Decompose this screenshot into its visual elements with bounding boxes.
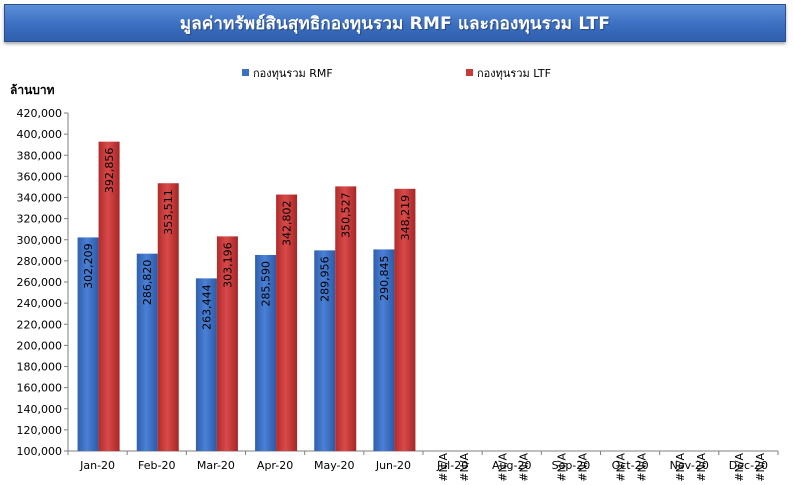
legend: กองทุนรวม RMF กองทุนรวม LTF: [242, 67, 551, 80]
data-label: 350,527: [340, 192, 353, 238]
bar-rmf: [314, 250, 336, 451]
y-tick-label: 300,000: [17, 234, 63, 247]
data-label-na: #N/A: [555, 453, 568, 482]
x-tick-label: Mar-20: [197, 459, 235, 472]
x-tick-label: Feb-20: [138, 459, 175, 472]
x-tick-label: Jun-20: [375, 459, 411, 472]
y-tick-label: 400,000: [17, 128, 63, 141]
bar-rmf: [255, 254, 277, 451]
x-tick-label: Oct-20: [612, 459, 649, 472]
y-tick-label: 380,000: [17, 149, 63, 162]
data-label: 289,956: [319, 256, 332, 302]
data-label: 303,196: [221, 242, 234, 288]
axes: 100,000 120,000 140,000 160,000 180,000 200,0…: [17, 107, 779, 472]
bar-ltf: [335, 186, 357, 451]
bar-rmf: [136, 253, 158, 451]
x-tick-label: Aug-20: [492, 459, 531, 472]
data-label: 302,209: [82, 243, 95, 289]
data-label-na: #N/A: [458, 453, 471, 482]
bar-rmf: [77, 237, 99, 451]
data-label: 348,219: [399, 195, 412, 241]
y-tick-label: 200,000: [17, 339, 63, 352]
x-tick-label: May-20: [314, 459, 355, 472]
data-label: 342,802: [281, 201, 294, 247]
y-tick-label: 100,000: [17, 445, 63, 458]
bar-rmf: [373, 249, 395, 451]
data-label-na: #N/A: [754, 453, 767, 482]
data-label-na: #N/A: [437, 453, 450, 482]
bar-rmf: [195, 278, 217, 451]
data-label-na: #N/A: [517, 453, 530, 482]
y-tick-label: 220,000: [17, 318, 63, 331]
data-label-na: #N/A: [615, 453, 628, 482]
x-tick-label: Nov-20: [670, 459, 709, 472]
data-label: 290,845: [378, 255, 391, 301]
y-tick-label: 360,000: [17, 170, 63, 183]
y-tick-label: 160,000: [17, 382, 63, 395]
data-label-na: #N/A: [496, 453, 509, 482]
bar-ltf: [157, 183, 179, 451]
data-label-na: #N/A: [733, 453, 746, 482]
x-tick-label: Jul-20: [436, 459, 468, 472]
y-axis-label: ล้านบาท: [10, 83, 55, 97]
y-tick-label: 280,000: [17, 255, 63, 268]
x-tick-label: Apr-20: [257, 459, 293, 472]
y-tick-label: 420,000: [17, 107, 63, 120]
data-label-na: #N/A: [636, 453, 649, 482]
data-label-na: #N/A: [695, 453, 708, 482]
bar-ltf: [216, 236, 238, 451]
y-tick-label: 320,000: [17, 213, 63, 226]
chart-title-banner: มูลค่าทรัพย์สินสุทธิกองทุนรวม RMF และกอง…: [4, 4, 786, 42]
data-label: 285,590: [260, 261, 273, 307]
data-label: 263,444: [200, 284, 213, 330]
bars: [77, 141, 416, 452]
y-tick-label: 180,000: [17, 361, 63, 374]
y-tick-label: 340,000: [17, 192, 63, 205]
data-labels: 302,209 286,820 263,444 285,590 289,956 290,8…: [82, 148, 767, 482]
y-tick-label: 140,000: [17, 403, 63, 416]
legend-label: กองทุนรวม LTF: [477, 67, 551, 80]
y-tick-label: 240,000: [17, 297, 63, 310]
data-label: 286,820: [141, 260, 154, 306]
chart-title: มูลค่าทรัพย์สินสุทธิกองทุนรวม RMF และกอง…: [179, 13, 611, 34]
data-label: 353,511: [162, 189, 175, 235]
x-tick-label: Dec-20: [729, 459, 768, 472]
data-label: 392,856: [103, 148, 116, 194]
data-label-na: #N/A: [674, 453, 687, 482]
legend-swatch: [242, 69, 249, 76]
bar-ltf: [276, 194, 298, 451]
y-tick-label: 120,000: [17, 424, 63, 437]
legend-label: กองทุนรวม RMF: [253, 67, 333, 80]
y-tick-label: 260,000: [17, 276, 63, 289]
legend-swatch: [466, 69, 473, 76]
data-label-na: #N/A: [576, 453, 589, 482]
bar-ltf: [394, 188, 416, 452]
x-tick-label: Sep-20: [552, 459, 591, 472]
x-tick-label: Jan-20: [79, 459, 115, 472]
bar-ltf: [98, 141, 120, 452]
